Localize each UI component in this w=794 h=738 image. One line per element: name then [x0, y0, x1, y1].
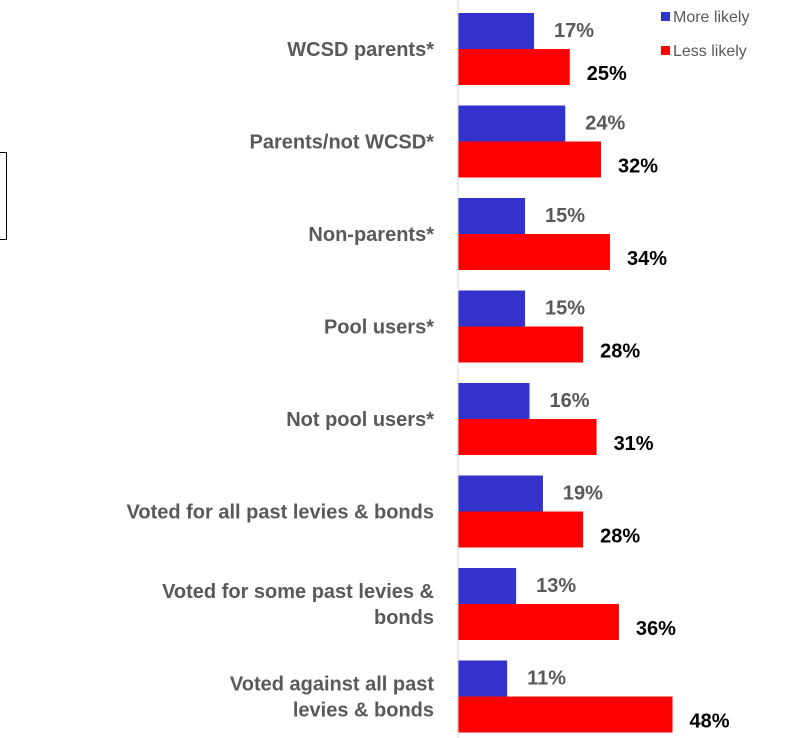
- category-label: Not pool users*: [286, 409, 434, 431]
- data-label-more-likely: 13%: [536, 575, 576, 597]
- clipped-frame-edge: [0, 152, 7, 240]
- bar-less-likely: [458, 696, 673, 733]
- data-label-less-likely: 28%: [600, 341, 640, 363]
- bar-more-likely: [458, 105, 566, 142]
- category-label: Pool users*: [324, 317, 434, 339]
- category-label: Parents/not WCSD*: [250, 132, 435, 154]
- data-label-more-likely: 16%: [550, 390, 590, 412]
- legend-swatch-less-likely: [661, 46, 670, 55]
- category-label: Voted for some past levies & bonds: [162, 581, 434, 629]
- data-label-less-likely: 32%: [618, 156, 658, 178]
- data-label-less-likely: 36%: [636, 618, 676, 640]
- category-label: Voted for all past levies & bonds: [127, 502, 434, 524]
- legend-label-more-likely: More likely: [673, 9, 749, 26]
- legend-swatch-more-likely: [661, 12, 670, 21]
- category-labels: WCSD parents* Parents/not WCSD* Non-parent…: [127, 39, 435, 722]
- data-label-less-likely: 28%: [600, 526, 640, 548]
- legend-label-less-likely: Less likely: [673, 43, 747, 60]
- bar-less-likely: [458, 326, 584, 363]
- data-label-less-likely: 48%: [690, 711, 730, 733]
- bar-less-likely: [458, 604, 619, 640]
- data-label-less-likely: 34%: [627, 248, 667, 270]
- bar-less-likely: [458, 511, 584, 548]
- data-label-more-likely: 24%: [585, 113, 625, 135]
- bar-more-likely: [458, 290, 526, 327]
- data-label-more-likely: 17%: [554, 20, 594, 42]
- legend: More likely Less likely: [661, 9, 749, 60]
- bar-more-likely: [458, 383, 530, 419]
- data-labels: 17% 25% 24% 32% 15% 34% 15% 28% 16% 31% 19% 28% 13% 3…: [527, 20, 730, 733]
- bar-less-likely: [458, 49, 570, 85]
- data-label-less-likely: 25%: [587, 63, 627, 85]
- bar-more-likely: [458, 568, 517, 604]
- data-label-less-likely: 31%: [614, 433, 654, 455]
- data-label-more-likely: 11%: [527, 668, 566, 690]
- bar-less-likely: [458, 234, 610, 270]
- bar-less-likely: [458, 419, 597, 455]
- category-label: Non-parents*: [308, 224, 434, 246]
- bar-more-likely: [458, 660, 508, 697]
- bar-more-likely: [458, 198, 526, 234]
- bar-more-likely: [458, 475, 543, 512]
- bar-more-likely: [458, 13, 534, 49]
- data-label-more-likely: 15%: [545, 298, 585, 320]
- category-label: Voted against all past levies & bonds: [230, 674, 434, 722]
- bars: [458, 13, 673, 733]
- data-label-more-likely: 15%: [545, 205, 585, 227]
- bar-less-likely: [458, 141, 602, 178]
- category-label: WCSD parents*: [287, 39, 434, 61]
- data-label-more-likely: 19%: [563, 483, 603, 505]
